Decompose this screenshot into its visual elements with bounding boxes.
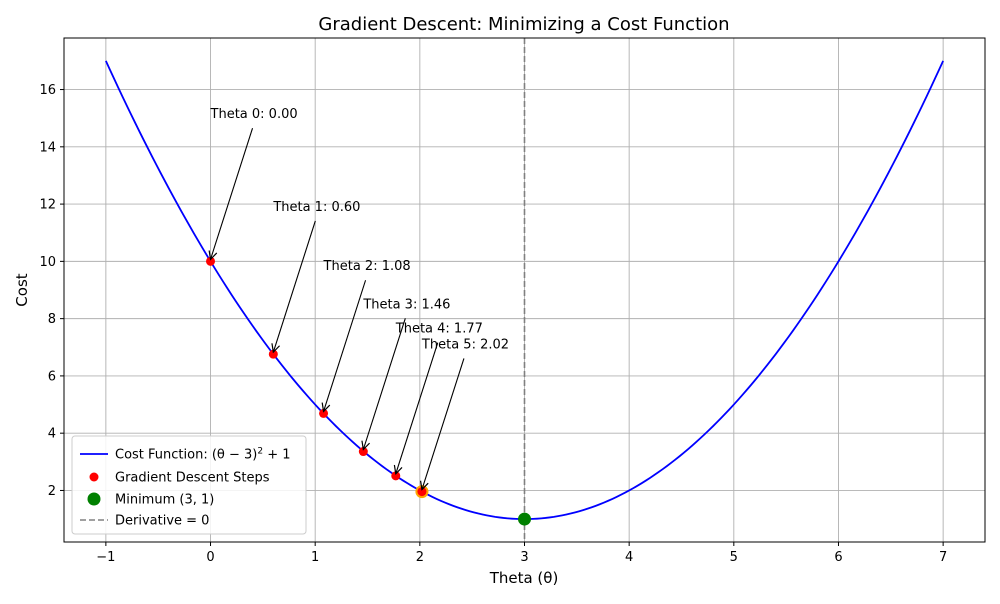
annotation-label: Theta 1: 0.60 — [272, 200, 360, 215]
legend-minimum-label: Minimum (3, 1) — [115, 493, 214, 508]
y-tick-label: 16 — [39, 83, 56, 98]
y-tick-label: 14 — [39, 140, 56, 155]
annotation-arrow — [273, 220, 316, 352]
y-tick-label: 2 — [48, 484, 56, 499]
x-tick-label: −1 — [96, 550, 115, 565]
legend-cost-function-label: Cost Function: (θ − 3)2 + 1 — [115, 447, 291, 463]
legend-box — [71, 435, 307, 535]
x-tick-label: 7 — [939, 550, 947, 565]
x-axis-ticks: −1 0 1 2 3 4 5 6 7 — [96, 542, 947, 565]
annotations: Theta 0: 0.00 Theta 1: 0.60 Theta 2: 1.08 T… — [210, 107, 509, 489]
annotation-arrow — [363, 318, 406, 449]
legend-derivative-label: Derivative = 0 — [115, 514, 209, 529]
annotation-arrow — [211, 128, 254, 259]
x-tick-label: 6 — [834, 550, 842, 565]
annotation-arrow — [396, 342, 439, 474]
chart-title: Gradient Descent: Minimizing a Cost Func… — [318, 14, 729, 35]
y-tick-label: 4 — [48, 427, 56, 442]
annotation-label: Theta 5: 2.02 — [421, 337, 509, 352]
x-tick-label: 4 — [625, 550, 633, 565]
legend: Cost Function: (θ − 3)2 + 1 Gradient Desc… — [71, 435, 307, 535]
x-tick-label: 1 — [311, 550, 319, 565]
minimum-point — [518, 512, 531, 526]
y-tick-label: 10 — [39, 255, 56, 270]
x-tick-label: 5 — [730, 550, 738, 565]
x-tick-label: 3 — [520, 550, 528, 565]
legend-steps-swatch — [89, 472, 99, 482]
annotation-label: Theta 2: 1.08 — [323, 259, 411, 274]
y-tick-label: 12 — [39, 198, 56, 213]
y-tick-label: 8 — [48, 312, 56, 327]
x-tick-label: 0 — [206, 550, 214, 565]
plot-frame — [63, 37, 986, 543]
annotation-label: Theta 4: 1.77 — [395, 322, 483, 337]
annotation-label: Theta 3: 1.46 — [362, 297, 450, 312]
annotation-arrow — [324, 280, 367, 411]
x-axis-label: Theta (θ) — [489, 569, 559, 587]
x-tick-label: 2 — [416, 550, 424, 565]
legend-steps-label: Gradient Descent Steps — [115, 471, 270, 486]
annotation-arrow — [422, 358, 465, 489]
y-tick-label: 6 — [48, 369, 56, 384]
y-axis-label: Cost — [13, 273, 31, 306]
annotation-label: Theta 0: 0.00 — [210, 107, 298, 122]
legend-minimum-swatch — [87, 492, 101, 506]
y-axis-ticks: 2 4 6 8 10 12 14 16 — [39, 83, 64, 499]
